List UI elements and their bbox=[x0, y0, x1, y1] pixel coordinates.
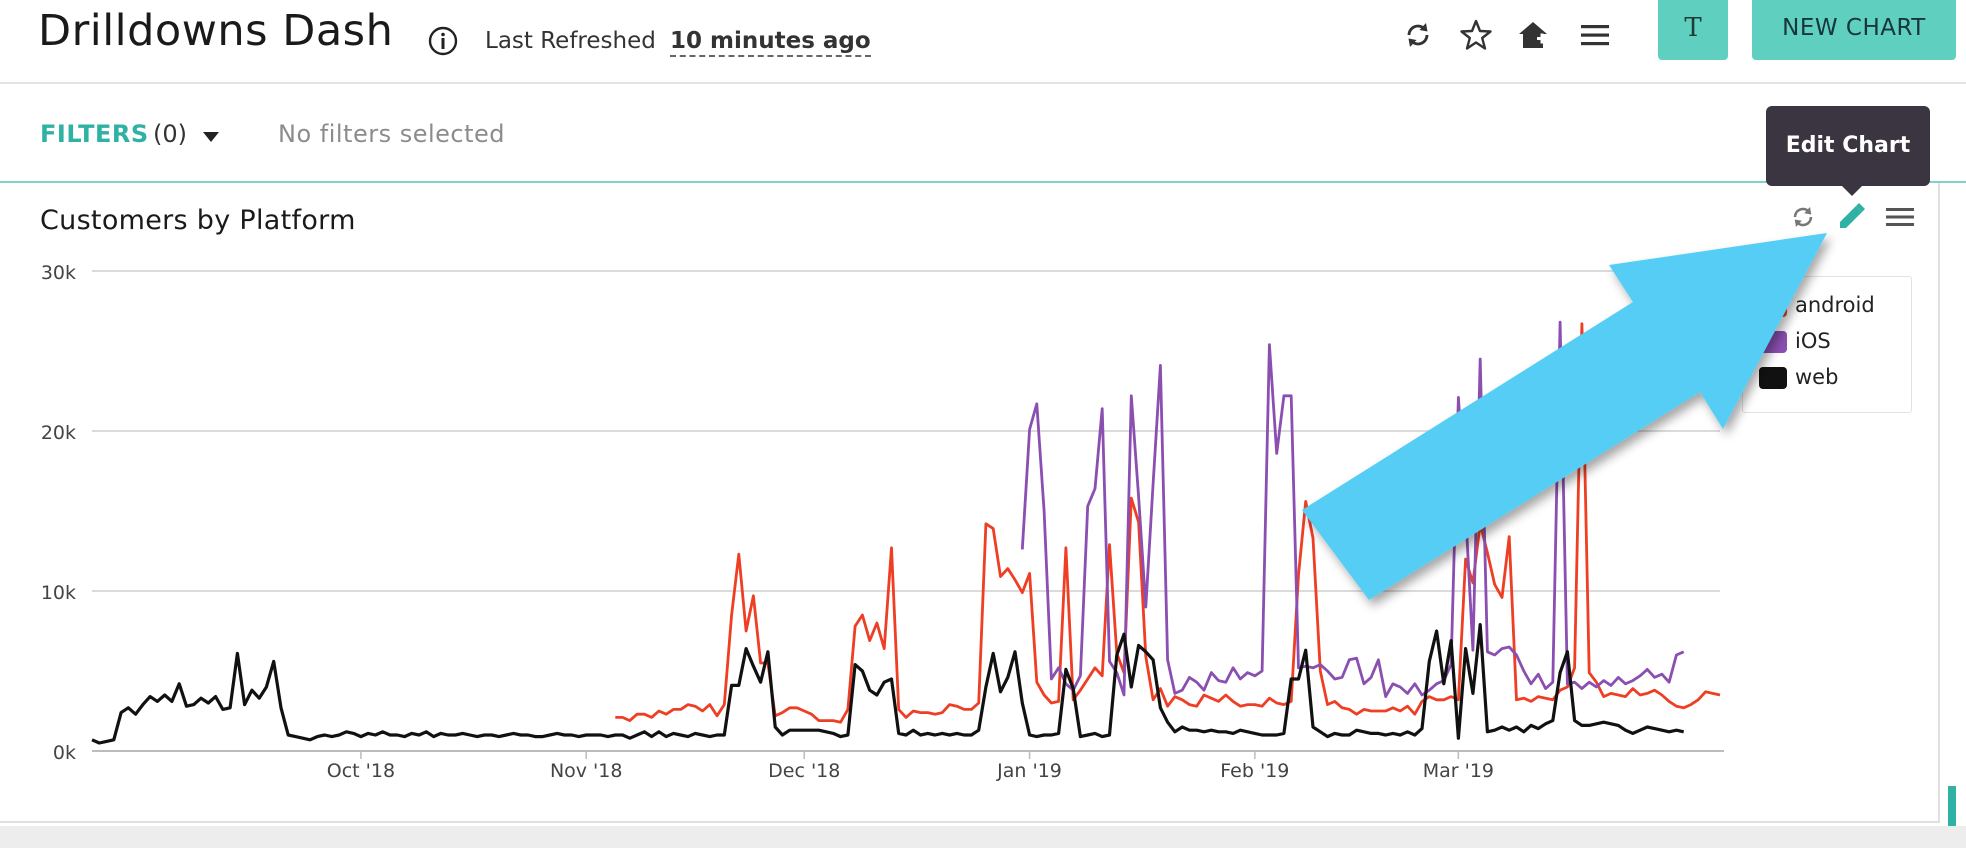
legend-label-android: android bbox=[1795, 293, 1875, 317]
y-tick-label: 30k bbox=[41, 262, 76, 284]
series-line-web[interactable] bbox=[91, 623, 1685, 745]
y-tick-label: 20k bbox=[41, 422, 76, 444]
menu-icon[interactable] bbox=[1578, 18, 1612, 52]
x-tick-label: Dec '18 bbox=[768, 760, 840, 782]
chart-panel bbox=[0, 183, 1940, 823]
last-refreshed-label: Last Refreshed bbox=[485, 28, 656, 54]
filters-toggle[interactable]: FILTERS bbox=[40, 120, 149, 148]
pencil-icon[interactable] bbox=[1834, 200, 1868, 234]
x-tick-label: Mar '19 bbox=[1423, 760, 1494, 782]
no-filters-text: No filters selected bbox=[278, 120, 506, 148]
caret-down-icon[interactable] bbox=[203, 132, 219, 142]
legend-label-ios: iOS bbox=[1795, 329, 1831, 353]
x-tick-label: Nov '18 bbox=[550, 760, 623, 782]
refresh-icon[interactable] bbox=[1786, 200, 1820, 234]
legend-item-ios[interactable]: iOS bbox=[1759, 329, 1831, 359]
new-chart-button[interactable]: NEW CHART bbox=[1752, 0, 1956, 60]
filter-bar: FILTERS (0) No filters selected bbox=[0, 84, 1966, 183]
legend-label-web: web bbox=[1795, 365, 1839, 389]
info-circle-icon[interactable] bbox=[427, 25, 459, 57]
y-tick-label: 10k bbox=[41, 582, 76, 604]
series-line-android[interactable] bbox=[615, 322, 1721, 724]
refresh-icon[interactable] bbox=[1401, 18, 1435, 52]
y-tick-label: 0k bbox=[53, 742, 76, 764]
x-tick-label: Feb '19 bbox=[1220, 760, 1289, 782]
user-avatar-button[interactable]: T bbox=[1658, 0, 1728, 60]
filters-count: (0) bbox=[153, 120, 187, 148]
x-tick-label: Jan '19 bbox=[996, 760, 1062, 782]
star-icon[interactable] bbox=[1459, 18, 1493, 52]
home-add-icon[interactable] bbox=[1516, 18, 1550, 52]
next-panel-edge bbox=[0, 826, 1966, 848]
last-refreshed-value[interactable]: 10 minutes ago bbox=[670, 28, 871, 57]
series-line-ios[interactable] bbox=[1020, 320, 1685, 698]
menu-icon[interactable] bbox=[1883, 200, 1917, 234]
legend-swatch-android bbox=[1759, 295, 1787, 317]
edit-chart-tooltip: Edit Chart bbox=[1766, 106, 1930, 196]
dashboard-header: Drilldowns Dash Last Refreshed 10 minute… bbox=[0, 0, 1966, 84]
dashboard-title: Drilldowns Dash bbox=[38, 6, 394, 56]
chart-title: Customers by Platform bbox=[40, 205, 356, 236]
legend-item-web[interactable]: web bbox=[1759, 365, 1838, 395]
legend-swatch-web bbox=[1759, 367, 1787, 389]
legend-swatch-ios bbox=[1759, 331, 1787, 353]
legend-item-android[interactable]: android bbox=[1759, 293, 1875, 323]
chart-legend: android iOS web bbox=[1742, 276, 1912, 413]
x-tick-label: Oct '18 bbox=[327, 760, 395, 782]
